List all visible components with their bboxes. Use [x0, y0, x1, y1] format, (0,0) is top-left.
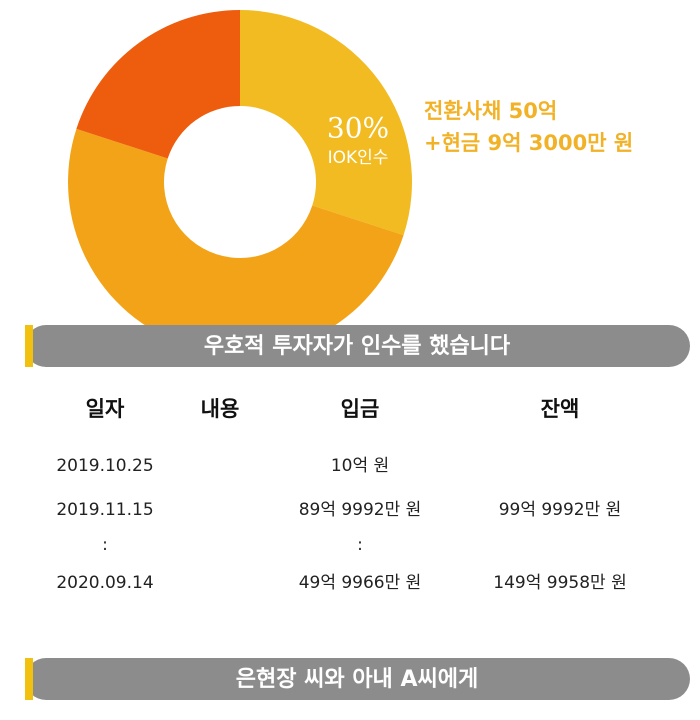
banner-stripe: [25, 325, 33, 367]
banner-text: 우호적 투자자가 인수를 했습니다: [204, 334, 511, 359]
donut-segment: [76, 10, 241, 159]
table-cell: 99억 9992만 원: [499, 500, 622, 520]
segment-label: 30%: [327, 112, 389, 145]
table-cell: :: [102, 535, 108, 555]
table-header: 잔액: [541, 397, 580, 421]
banner: [25, 658, 690, 700]
table-header: 일자: [86, 397, 125, 421]
callout: 전환사채 50억: [424, 99, 557, 123]
callout: +현금 9억 3000만 원: [424, 131, 633, 155]
donut-segment: [240, 10, 412, 236]
table-cell: 49억 9966만 원: [299, 573, 422, 593]
banner: [25, 325, 690, 367]
table-header: 입금: [341, 397, 380, 421]
table-header: 내용: [201, 397, 240, 421]
donut-segment: [68, 128, 404, 354]
table-cell: 2019.11.15: [56, 500, 153, 520]
segment-annotation: IOK인수: [328, 148, 389, 168]
table-cell: 149억 9958만 원: [493, 573, 626, 593]
table-cell: 2020.09.14: [56, 573, 153, 593]
banner-text: 은현장 씨와 아내 A씨에게: [236, 667, 478, 692]
table-cell: 89억 9992만 원: [299, 500, 422, 520]
table-cell: 2019.10.25: [56, 456, 153, 476]
table-cell: :: [357, 535, 363, 555]
table-cell: 10억 원: [331, 456, 389, 476]
banner-stripe: [25, 658, 33, 700]
